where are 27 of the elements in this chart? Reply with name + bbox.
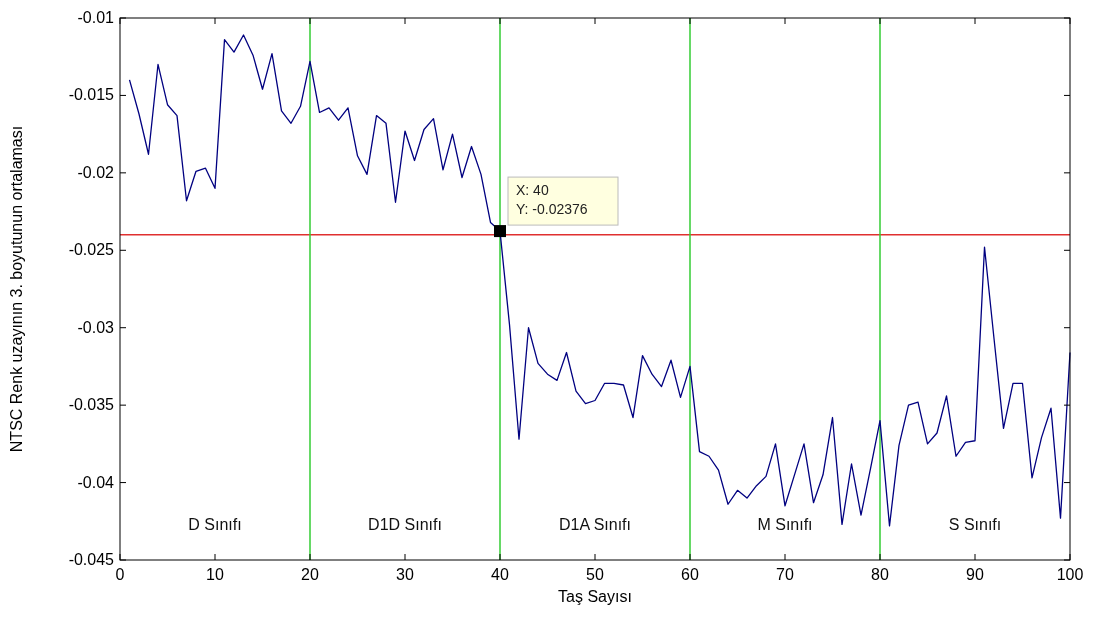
y-tick-label: -0.015 bbox=[68, 86, 115, 104]
y-tick-label: -0.04 bbox=[77, 473, 115, 491]
annotation: X: 40 Y: -0.02376 bbox=[516, 182, 588, 218]
x-tick-label: 30 bbox=[396, 566, 414, 583]
annotation: D Sınıfı bbox=[188, 516, 242, 533]
x-tick-label: 0 bbox=[115, 566, 125, 583]
y-tick-label: -0.03 bbox=[77, 318, 115, 336]
annotation: D1A Sınıfı bbox=[558, 516, 632, 533]
annotation: S Sınıfı bbox=[948, 516, 1002, 533]
y-tick-label: -0.025 bbox=[68, 241, 115, 259]
y-tick-label: -0.02 bbox=[77, 163, 115, 181]
x-tick-label: 70 bbox=[776, 566, 794, 583]
y-tick-label: -0.035 bbox=[68, 396, 115, 414]
annotation: M Sınıfı bbox=[757, 516, 813, 533]
x-tick-label: 80 bbox=[871, 566, 889, 583]
y-axis-title: NTSC Renk uzayının 3. boyutunun ortalaması bbox=[8, 125, 25, 453]
x-tick-label: 10 bbox=[206, 566, 224, 583]
x-tick-label: 100 bbox=[1056, 566, 1084, 583]
y-tick-label: -0.01 bbox=[77, 9, 115, 26]
x-tick-label: 60 bbox=[681, 566, 699, 583]
y-tick-label: -0.045 bbox=[68, 551, 115, 568]
x-tick-label: 20 bbox=[301, 566, 319, 583]
x-axis-title: Taş Sayısı bbox=[558, 588, 632, 605]
x-tick-label: 40 bbox=[491, 566, 509, 583]
x-tick-label: 50 bbox=[586, 566, 604, 583]
x-tick-label: 90 bbox=[966, 566, 984, 583]
annotation: D1D Sınıfı bbox=[368, 516, 442, 533]
